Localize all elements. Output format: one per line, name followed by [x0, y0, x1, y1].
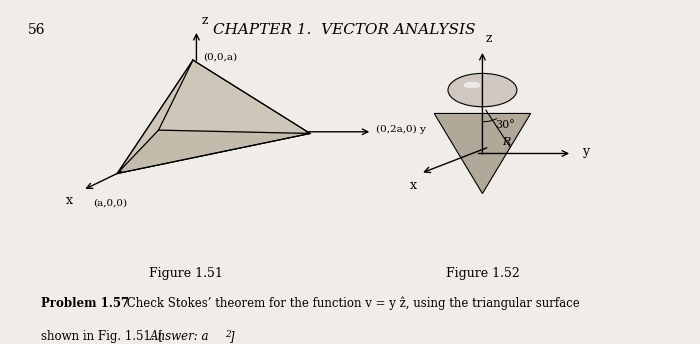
- Text: Answer: a: Answer: a: [150, 330, 210, 343]
- Text: (a,0,0): (a,0,0): [93, 198, 127, 207]
- Text: shown in Fig. 1.51. [: shown in Fig. 1.51. [: [41, 330, 163, 343]
- Text: CHAPTER 1.  VECTOR ANALYSIS: CHAPTER 1. VECTOR ANALYSIS: [214, 23, 476, 37]
- Text: ]: ]: [230, 330, 234, 343]
- Text: Figure 1.52: Figure 1.52: [446, 267, 519, 280]
- Text: x: x: [410, 179, 417, 192]
- Text: (0,0,a): (0,0,a): [203, 52, 237, 61]
- Text: 30°: 30°: [495, 120, 514, 130]
- Polygon shape: [117, 130, 310, 173]
- Text: y: y: [582, 145, 589, 158]
- Ellipse shape: [463, 82, 481, 88]
- Text: 56: 56: [27, 23, 45, 37]
- Polygon shape: [434, 114, 531, 194]
- Text: (0,2a,0) y: (0,2a,0) y: [376, 125, 426, 134]
- Text: Check Stokes’ theorem for the function v = y ẑ, using the triangular surface: Check Stokes’ theorem for the function v…: [122, 297, 580, 310]
- Ellipse shape: [448, 73, 517, 107]
- Polygon shape: [117, 60, 310, 173]
- Text: z: z: [201, 14, 208, 27]
- Text: 2: 2: [225, 330, 230, 339]
- Text: R: R: [502, 137, 510, 147]
- Text: x: x: [65, 194, 72, 206]
- Text: Problem 1.57: Problem 1.57: [41, 297, 130, 310]
- Text: Figure 1.51: Figure 1.51: [149, 267, 223, 280]
- Text: z: z: [486, 32, 492, 45]
